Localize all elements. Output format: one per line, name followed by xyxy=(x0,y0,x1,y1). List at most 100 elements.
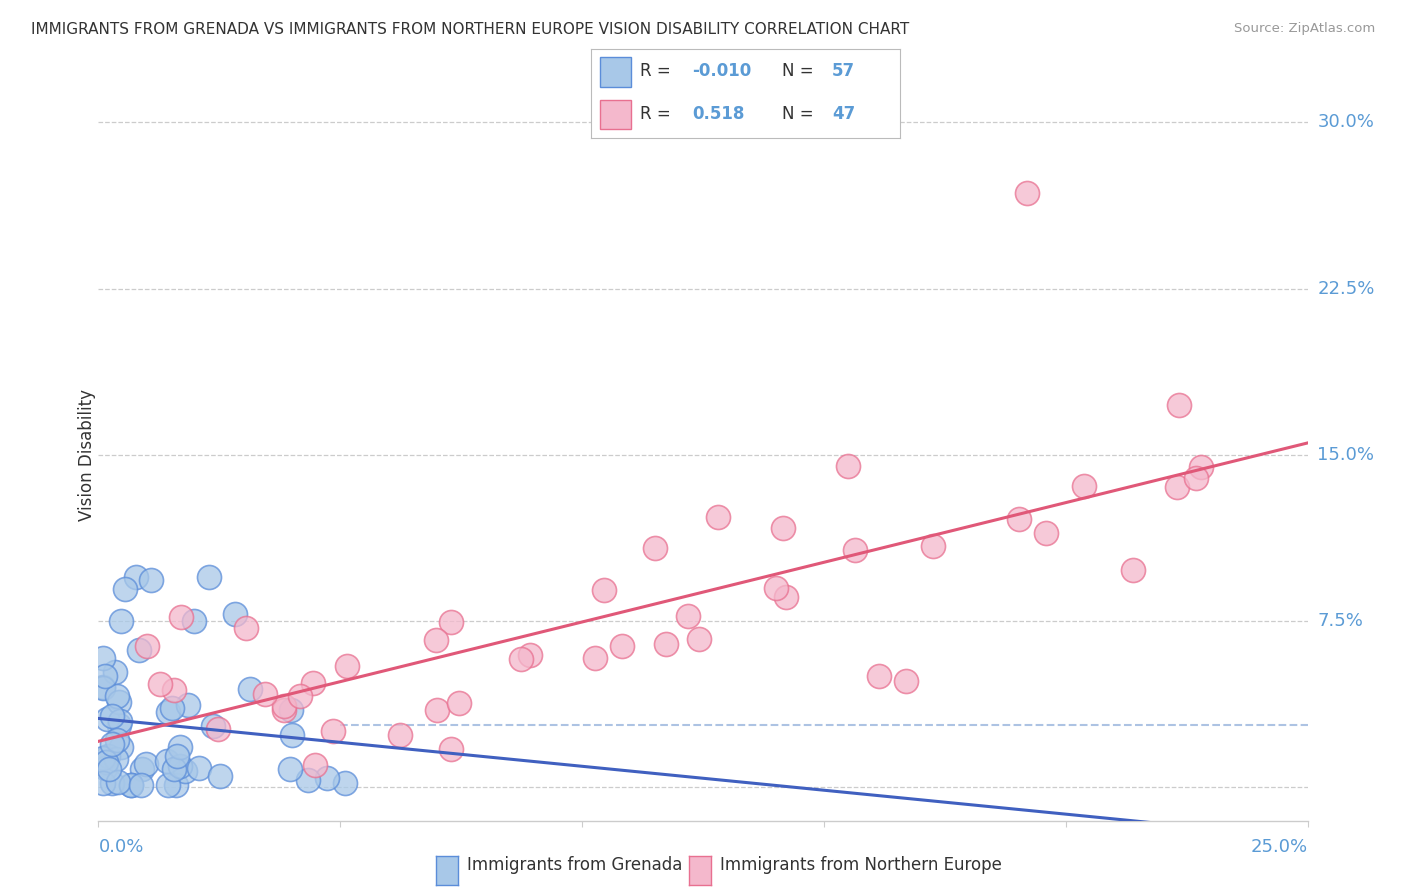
Point xyxy=(107,775,129,789)
Point xyxy=(97,749,120,764)
Point xyxy=(440,615,463,630)
Point xyxy=(198,570,221,584)
Text: 0.518: 0.518 xyxy=(693,105,745,123)
Point xyxy=(273,698,295,713)
Point xyxy=(297,773,319,788)
Point xyxy=(894,673,917,688)
Point xyxy=(94,755,117,769)
Point xyxy=(107,718,129,732)
Text: 57: 57 xyxy=(832,62,855,80)
Y-axis label: Vision Disability: Vision Disability xyxy=(79,389,96,521)
Point xyxy=(157,705,180,719)
Point xyxy=(98,762,121,776)
Text: R =: R = xyxy=(640,62,676,80)
Point xyxy=(388,728,411,742)
Text: Immigrants from Northern Europe: Immigrants from Northern Europe xyxy=(720,856,1001,874)
Point xyxy=(765,581,787,595)
Point xyxy=(1166,480,1188,494)
Point xyxy=(449,697,471,711)
Point xyxy=(775,591,797,605)
Point xyxy=(706,510,728,524)
Point xyxy=(304,758,326,772)
Point xyxy=(105,733,128,747)
Point xyxy=(425,632,447,647)
Point xyxy=(688,632,710,647)
Point xyxy=(149,677,172,691)
Point xyxy=(336,659,359,673)
Point xyxy=(165,778,187,792)
Point xyxy=(426,703,449,717)
Point xyxy=(162,682,184,697)
Point xyxy=(174,764,197,778)
Point xyxy=(94,761,117,775)
Point xyxy=(114,582,136,597)
FancyBboxPatch shape xyxy=(600,57,631,87)
Point xyxy=(91,681,114,695)
Point xyxy=(125,570,148,584)
Point xyxy=(135,640,157,654)
Point xyxy=(1185,471,1208,485)
Point xyxy=(322,724,344,739)
Point xyxy=(120,778,142,792)
Point xyxy=(208,769,231,783)
Point xyxy=(583,651,606,665)
Point xyxy=(922,539,945,553)
Point xyxy=(610,639,633,653)
Point xyxy=(105,689,128,703)
Point xyxy=(120,778,142,792)
Point xyxy=(110,740,132,755)
Text: 15.0%: 15.0% xyxy=(1317,446,1374,464)
Text: N =: N = xyxy=(782,62,820,80)
Point xyxy=(91,751,114,765)
Point xyxy=(135,756,157,771)
Point xyxy=(1168,398,1191,412)
Text: 22.5%: 22.5% xyxy=(1317,280,1375,298)
Text: Immigrants from Grenada: Immigrants from Grenada xyxy=(467,856,682,874)
Point xyxy=(593,582,616,597)
Point xyxy=(183,614,205,628)
Point xyxy=(108,714,131,729)
Point xyxy=(280,727,302,741)
Point xyxy=(235,621,257,635)
Point xyxy=(104,665,127,679)
Point xyxy=(201,719,224,733)
Point xyxy=(162,701,184,715)
Point xyxy=(96,712,118,726)
Point xyxy=(91,681,114,695)
Point xyxy=(290,689,312,703)
Text: R =: R = xyxy=(640,105,676,123)
Text: 25.0%: 25.0% xyxy=(1250,838,1308,856)
Point xyxy=(169,739,191,754)
Point xyxy=(239,681,262,696)
Text: N =: N = xyxy=(782,105,820,123)
Point xyxy=(844,542,866,557)
Point xyxy=(280,703,302,717)
Point xyxy=(177,698,200,712)
Point xyxy=(510,652,533,666)
Text: IMMIGRANTS FROM GRENADA VS IMMIGRANTS FROM NORTHERN EUROPE VISION DISABILITY COR: IMMIGRANTS FROM GRENADA VS IMMIGRANTS FR… xyxy=(31,22,910,37)
Point xyxy=(254,687,277,701)
Point xyxy=(302,675,325,690)
Text: Source: ZipAtlas.com: Source: ZipAtlas.com xyxy=(1234,22,1375,36)
Point xyxy=(188,761,211,775)
Text: 30.0%: 30.0% xyxy=(1317,113,1374,131)
Point xyxy=(519,648,541,662)
Point xyxy=(1035,526,1057,541)
Point xyxy=(101,776,124,790)
Point xyxy=(1015,186,1038,201)
Point xyxy=(163,762,186,776)
Point xyxy=(676,608,699,623)
Point xyxy=(1008,512,1031,526)
Text: -0.010: -0.010 xyxy=(693,62,752,80)
Point xyxy=(91,651,114,665)
Text: 47: 47 xyxy=(832,105,855,123)
Point xyxy=(129,778,152,792)
Point xyxy=(104,752,127,766)
Point xyxy=(107,695,129,709)
Point xyxy=(170,610,193,624)
Point xyxy=(224,607,246,622)
Point xyxy=(166,748,188,763)
FancyBboxPatch shape xyxy=(600,100,631,129)
Point xyxy=(273,703,295,717)
Point xyxy=(837,458,859,473)
